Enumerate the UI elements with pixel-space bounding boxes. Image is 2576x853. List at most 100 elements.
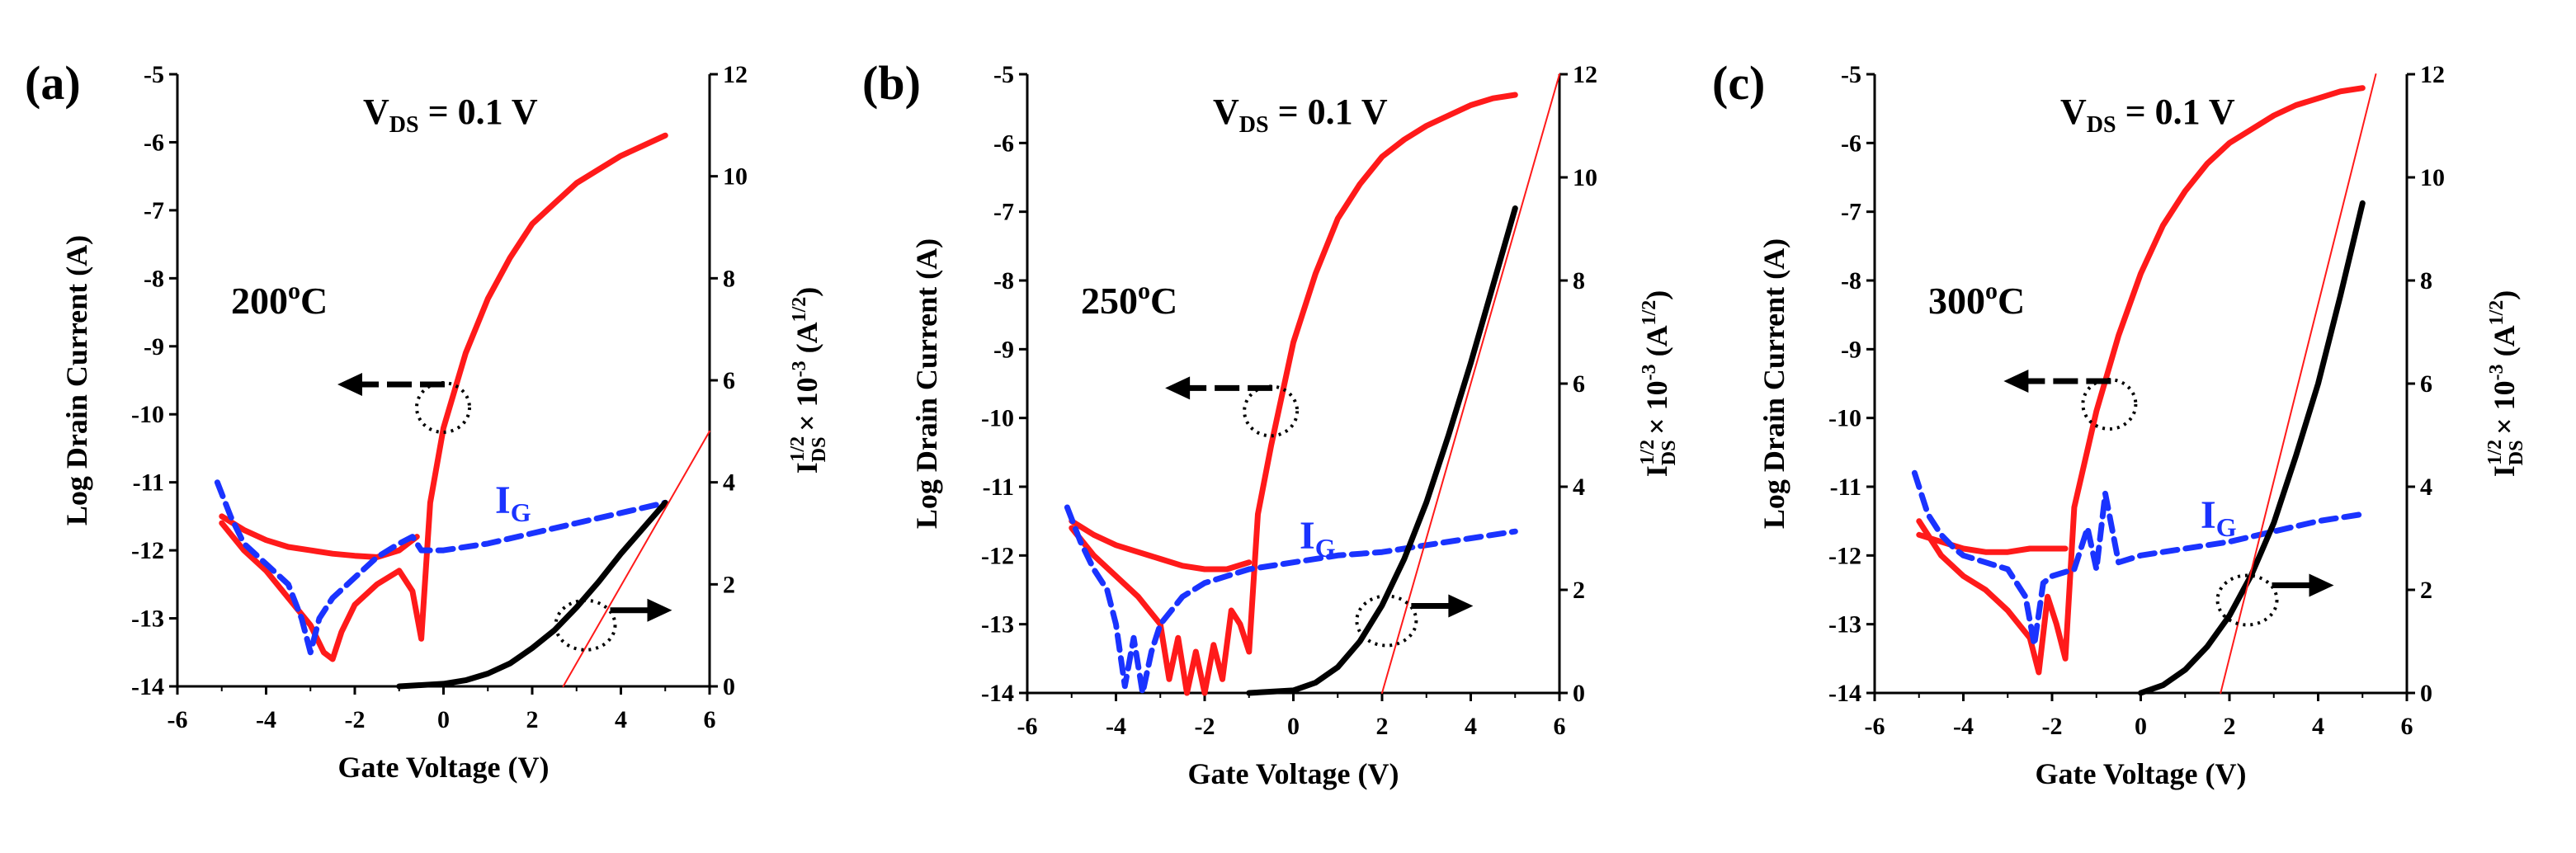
series-sqrt-i-ds-linear-fit	[2220, 73, 2377, 694]
y-right-tick-label: 10	[2420, 164, 2445, 191]
left-arrow-head	[337, 372, 362, 396]
series-log-i-ds-reverse-	[1916, 531, 2069, 555]
left-arrow-head	[1165, 376, 1191, 400]
x-tick-label: 2	[2224, 713, 2236, 740]
x-tick-label: -4	[256, 706, 276, 733]
panel-letter: (c)	[1712, 56, 1765, 110]
y-left-tick-label: -5	[993, 61, 1014, 88]
y-right-tick-label: 10	[723, 163, 748, 191]
right-curve-circle	[2215, 573, 2279, 627]
y-left-tick-label: -11	[133, 469, 164, 497]
x-tick-label: 6	[704, 706, 716, 733]
y-left-tick-label: -11	[1830, 474, 1861, 501]
right-arrow-head	[1448, 594, 1474, 618]
x-tick-label: 2	[1376, 713, 1389, 740]
y-right-tick-label: 4	[1573, 474, 1585, 501]
y-right-tick-label: 2	[723, 571, 735, 598]
y-left-tick-label: -6	[993, 130, 1014, 157]
y-left-tick-label: -7	[993, 199, 1014, 226]
y-left-tick-label: -10	[981, 405, 1014, 432]
panel-letter: (b)	[862, 56, 921, 110]
y-left-tick-label: -13	[981, 611, 1014, 639]
x-tick-label: -6	[1865, 713, 1885, 740]
x-axis-title: Gate Voltage (V)	[1188, 757, 1399, 790]
y-right-tick-label: 8	[723, 265, 735, 292]
right-curve-circle	[1355, 594, 1418, 648]
y-right-tick-label: 2	[2420, 577, 2432, 604]
y-right-tick-label: 0	[2420, 680, 2432, 707]
y-left-tick-label: -11	[983, 474, 1014, 501]
series-sqrt-i-ds-linear-fit	[1381, 73, 1560, 694]
temperature-label: 250oC	[1081, 277, 1177, 322]
right-axis-title: IDS1/2× 10-3 (A1/2)	[2484, 290, 2527, 478]
series-i-g	[1911, 469, 2366, 648]
y-left-tick-label: -7	[1841, 199, 1861, 226]
y-right-tick-label: 6	[723, 367, 735, 394]
y-left-tick-label: -14	[131, 673, 164, 700]
panel-letter: (a)	[25, 56, 81, 110]
y-right-tick-label: 12	[1573, 61, 1597, 88]
y-left-tick-label: -6	[144, 129, 164, 156]
x-tick-label: -4	[1106, 713, 1126, 740]
x-tick-label: 6	[1554, 713, 1566, 740]
y-right-tick-label: 6	[1573, 370, 1585, 398]
y-left-tick-label: -9	[144, 333, 164, 361]
y-left-tick-label: -12	[981, 542, 1014, 569]
panel-1: -6 -4 -2 0 2 4 6 -5 -6 -7 -8 -9 -10 -11 -12 -13 -14 12 10 8…	[25, 56, 830, 784]
y-left-tick-label: -13	[1828, 611, 1861, 639]
series-sqrt-i-ds	[1246, 205, 1518, 696]
series-log-i-ds	[1916, 85, 2366, 676]
y-right-tick-label: 12	[723, 61, 748, 88]
temperature-label: 300oC	[1928, 277, 2025, 322]
x-tick-label: -2	[1195, 713, 1215, 740]
x-tick-label: 6	[2401, 713, 2413, 740]
y-left-tick-label: -10	[131, 401, 164, 428]
series-sqrt-i-ds	[2138, 200, 2366, 696]
x-tick-label: 0	[437, 706, 450, 733]
x-tick-label: -6	[1017, 713, 1038, 740]
ig-label: IG	[1300, 514, 1336, 563]
y-left-tick-label: -12	[131, 537, 164, 564]
panel-3: -6 -4 -2 0 2 4 6 -5 -6 -7 -8 -9 -10 -11 -12 -13 -14 12 10 8…	[1712, 56, 2527, 790]
y-right-tick-label: 12	[2420, 61, 2445, 88]
x-tick-label: -2	[345, 706, 366, 733]
panel-2: -6 -4 -2 0 2 4 6 -5 -6 -7 -8 -9 -10 -11 -12 -13 -14 12 10 8…	[862, 56, 1680, 790]
y-left-tick-label: -6	[1841, 130, 1861, 157]
x-tick-label: -4	[1953, 713, 1974, 740]
y-right-tick-label: 8	[1573, 267, 1585, 295]
y-left-tick-label: -10	[1828, 405, 1861, 432]
y-left-tick-label: -8	[993, 267, 1014, 295]
y-left-tick-label: -13	[131, 606, 164, 633]
y-right-tick-label: 0	[723, 673, 735, 700]
right-arrow-head	[2309, 573, 2334, 597]
left-axis-title: Log Drain Current (A)	[910, 238, 943, 529]
ig-label: IG	[495, 478, 531, 527]
left-curve-circle	[2081, 378, 2138, 431]
y-right-tick-label: 8	[2420, 267, 2432, 295]
series-i-g	[1064, 504, 1518, 696]
y-right-tick-label: 4	[723, 469, 735, 497]
y-right-tick-label: 0	[1573, 680, 1585, 707]
vds-label: VDS = 0.1 V	[1213, 92, 1388, 138]
right-curve-circle	[554, 598, 617, 652]
x-tick-label: 0	[2135, 713, 2147, 740]
x-tick-label: -6	[167, 706, 188, 733]
right-axis-title: IDS1/2× 10-3 (A1/2)	[1637, 290, 1680, 478]
y-right-tick-label: 10	[1573, 164, 1597, 191]
y-right-tick-label: 6	[2420, 370, 2432, 398]
x-tick-label: 4	[1465, 713, 1477, 740]
y-left-tick-label: -5	[144, 61, 164, 88]
y-left-tick-label: -8	[1841, 267, 1861, 295]
y-left-tick-label: -9	[1841, 336, 1861, 363]
x-tick-label: 2	[526, 706, 539, 733]
vds-label: VDS = 0.1 V	[363, 92, 538, 138]
y-right-tick-label: 4	[2420, 474, 2432, 501]
y-right-tick-label: 2	[1573, 577, 1585, 604]
x-axis-title: Gate Voltage (V)	[2036, 757, 2247, 790]
y-left-tick-label: -14	[981, 680, 1014, 707]
left-arrow-head	[2003, 370, 2029, 393]
x-axis-title: Gate Voltage (V)	[338, 751, 550, 784]
series-log-i-ds-reverse-	[1069, 518, 1253, 573]
y-left-tick-label: -9	[993, 336, 1014, 363]
